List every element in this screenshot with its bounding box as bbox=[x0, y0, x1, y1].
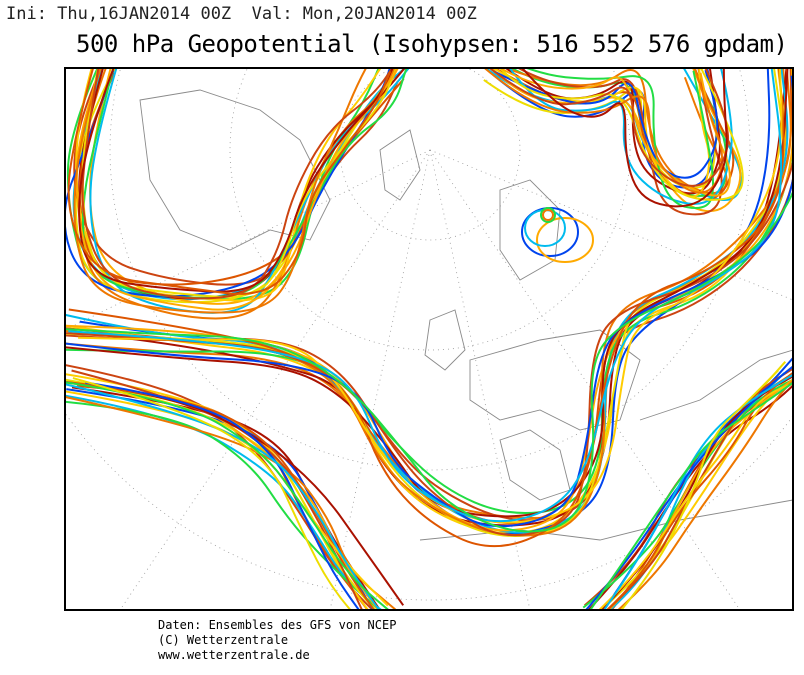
contour-line bbox=[520, 68, 728, 208]
contour-line bbox=[65, 373, 370, 610]
contour-line bbox=[67, 68, 392, 295]
contour-line bbox=[483, 68, 724, 194]
graticule bbox=[65, 68, 793, 610]
contour-line bbox=[78, 68, 783, 524]
contour-line bbox=[597, 382, 793, 610]
contour-line bbox=[65, 68, 789, 518]
map-body bbox=[65, 68, 793, 610]
closed-contour bbox=[542, 209, 554, 221]
contour-line bbox=[587, 384, 793, 610]
contour-line bbox=[65, 189, 793, 533]
contour-line bbox=[82, 68, 408, 299]
contour-line bbox=[66, 68, 380, 301]
contour-line bbox=[75, 68, 399, 311]
contour-line bbox=[584, 365, 793, 610]
run-info: Ini: Thu,16JAN2014 00Z Val: Mon,20JAN201… bbox=[6, 4, 477, 24]
contour-line bbox=[85, 381, 361, 610]
footer: Daten: Ensembles des GFS von NCEP (C) We… bbox=[158, 618, 396, 663]
contour-line bbox=[589, 381, 793, 610]
contour-line bbox=[616, 379, 793, 610]
contour-line bbox=[65, 68, 793, 532]
contour-line bbox=[508, 68, 733, 205]
contour-line bbox=[73, 68, 399, 286]
contour-line bbox=[65, 400, 381, 610]
contour-line bbox=[498, 68, 744, 201]
footer-line: Daten: Ensembles des GFS von NCEP bbox=[158, 618, 397, 632]
contour-line bbox=[488, 68, 730, 187]
contour-line bbox=[75, 68, 382, 302]
contour-line bbox=[72, 68, 407, 301]
contour-line bbox=[620, 369, 779, 610]
closed-contour bbox=[536, 217, 594, 263]
contour-line bbox=[68, 68, 785, 548]
footer-line: (C) Wetterzentrale bbox=[158, 633, 289, 647]
contour-line bbox=[494, 69, 719, 179]
contour-line bbox=[81, 68, 394, 300]
contour-lines bbox=[65, 68, 793, 610]
map-title: 500 hPa Geopotential (Isohypsen: 516 552… bbox=[76, 30, 788, 58]
footer-line: www.wetterzentrale.de bbox=[158, 648, 310, 662]
contour-line bbox=[73, 68, 368, 314]
contour-line bbox=[65, 381, 391, 610]
contour-line bbox=[72, 377, 352, 610]
contour-line bbox=[78, 68, 394, 293]
contour-line bbox=[65, 383, 381, 610]
closed-contour bbox=[540, 207, 556, 223]
contour-line bbox=[81, 68, 398, 298]
closed-contour bbox=[524, 209, 566, 247]
map-frame bbox=[64, 67, 794, 611]
contour-line bbox=[89, 68, 411, 314]
